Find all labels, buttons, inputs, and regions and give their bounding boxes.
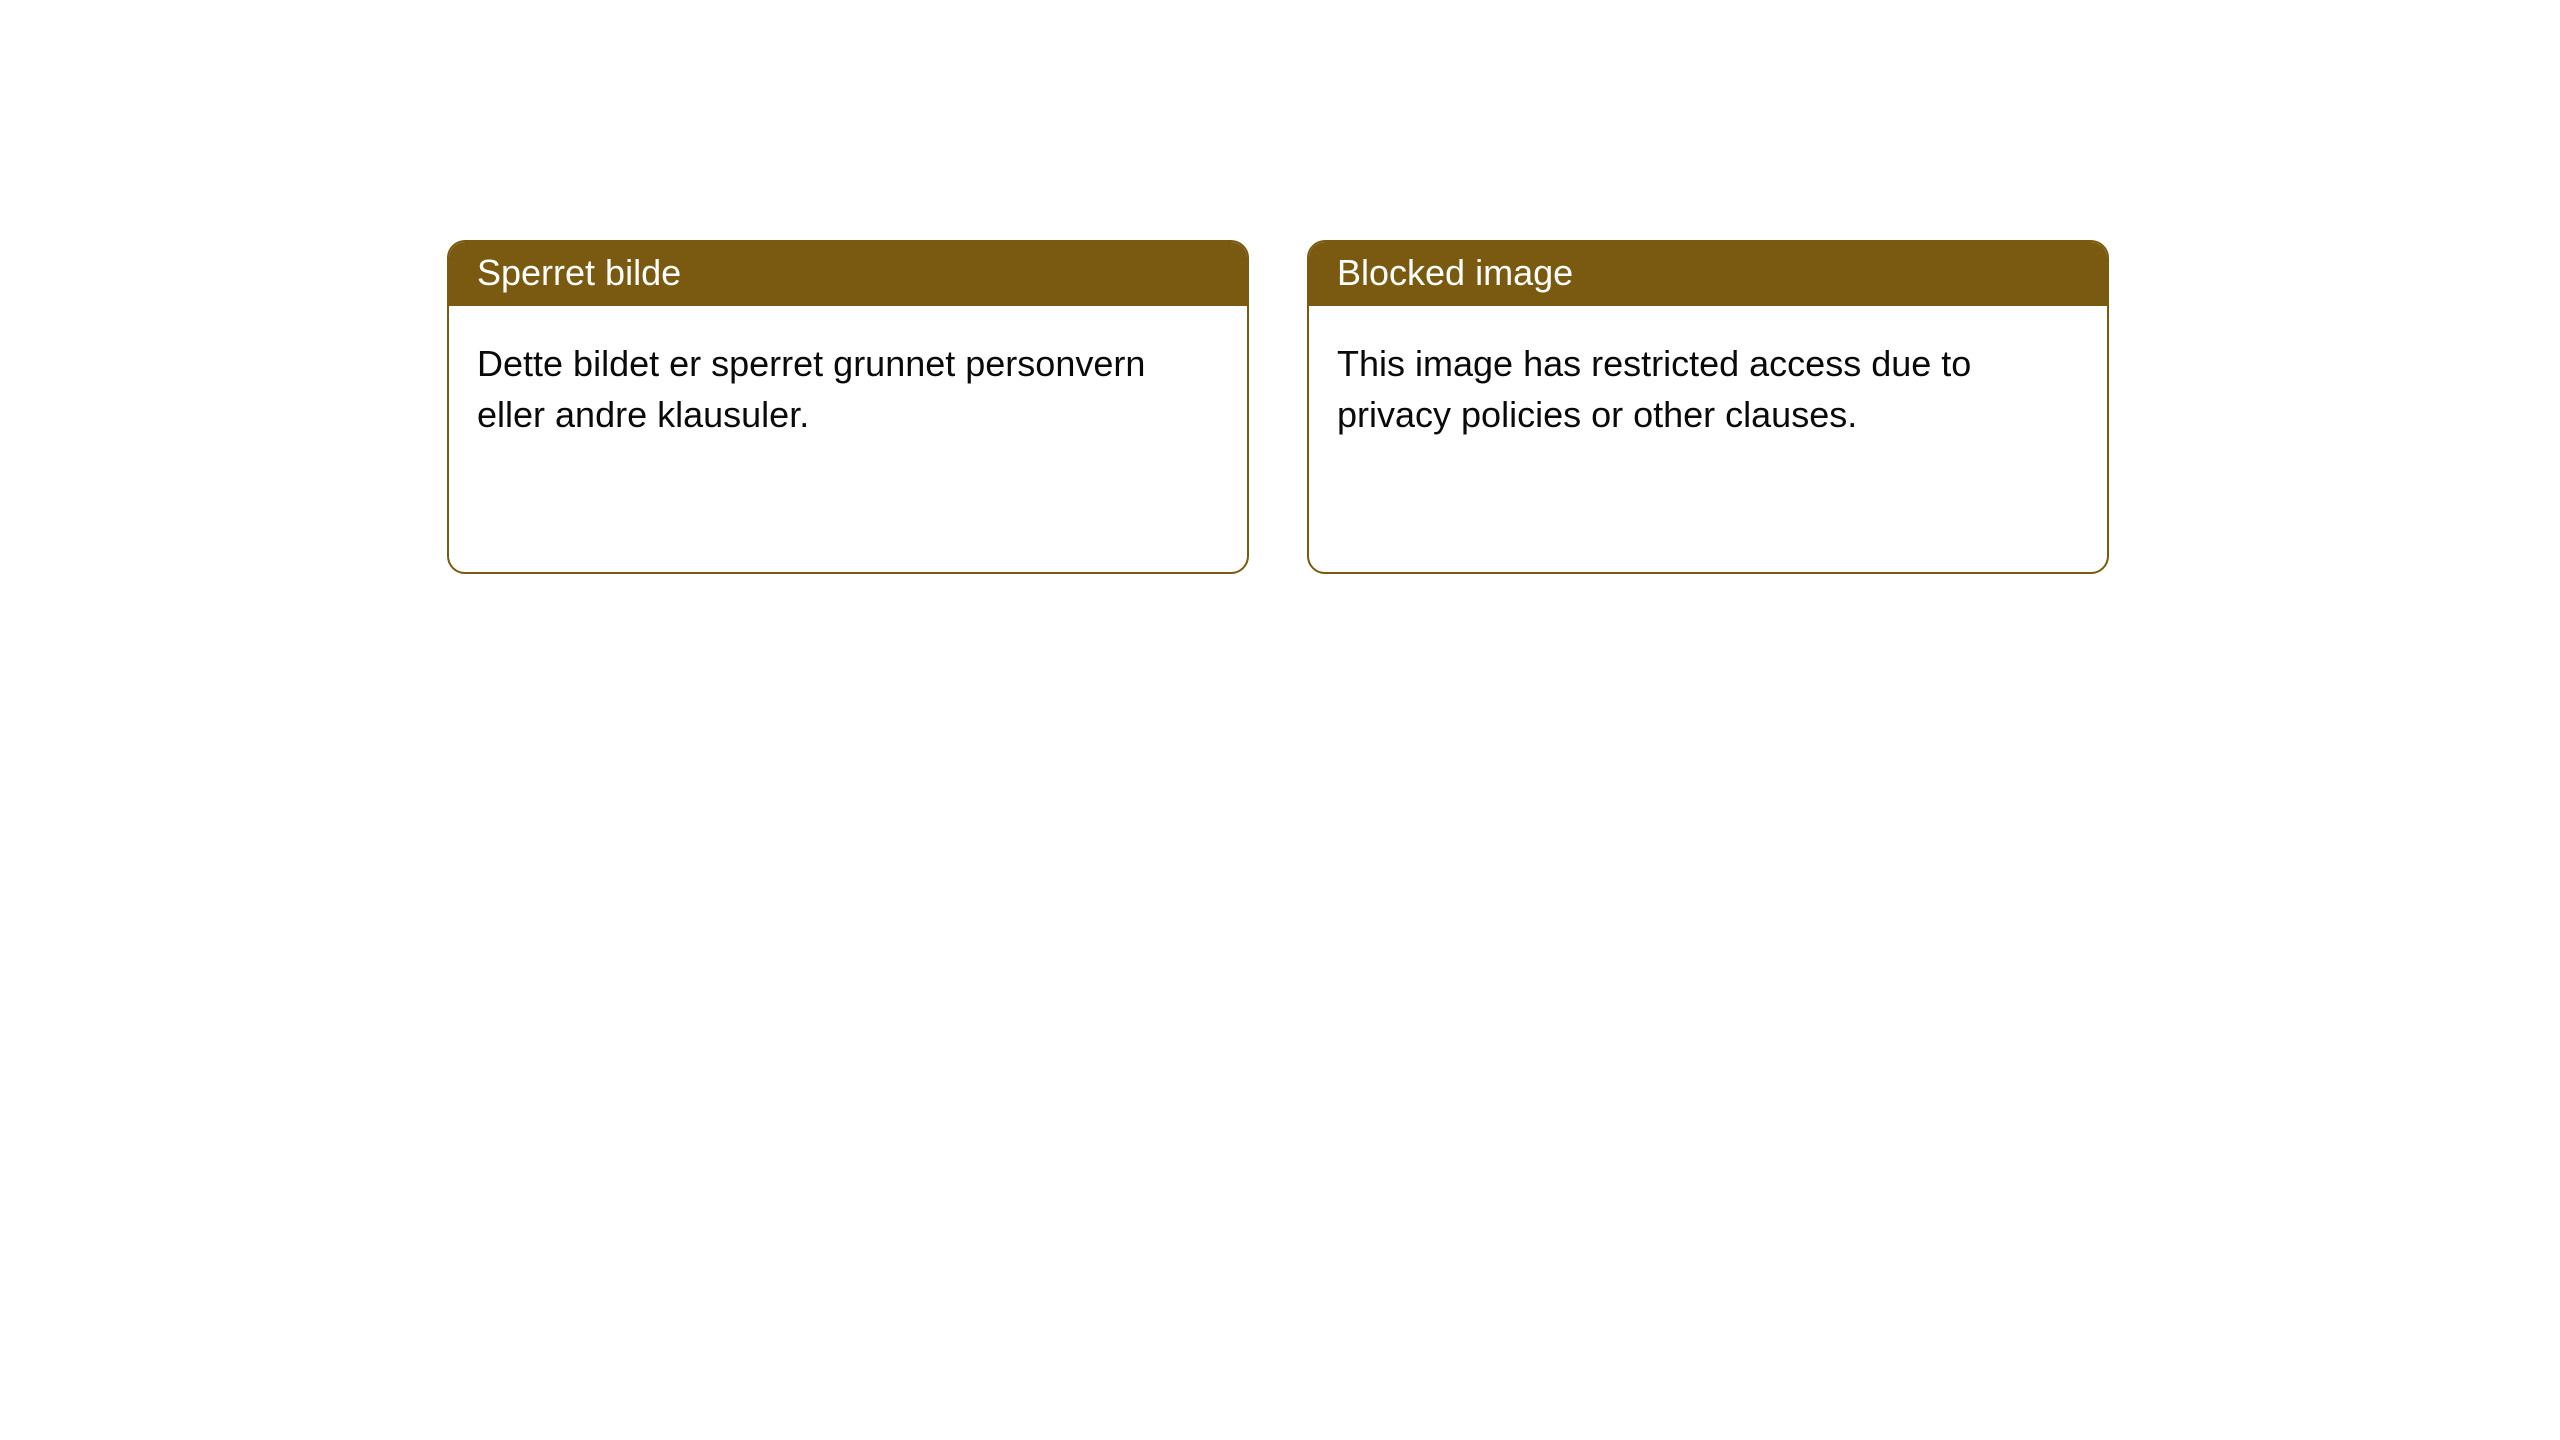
notice-card-norwegian: Sperret bilde Dette bildet er sperret gr…: [447, 240, 1249, 574]
notice-cards-container: Sperret bilde Dette bildet er sperret gr…: [447, 240, 2109, 574]
card-header: Sperret bilde: [449, 242, 1247, 306]
card-body: Dette bildet er sperret grunnet personve…: [449, 306, 1247, 472]
card-header: Blocked image: [1309, 242, 2107, 306]
notice-card-english: Blocked image This image has restricted …: [1307, 240, 2109, 574]
card-body: This image has restricted access due to …: [1309, 306, 2107, 472]
